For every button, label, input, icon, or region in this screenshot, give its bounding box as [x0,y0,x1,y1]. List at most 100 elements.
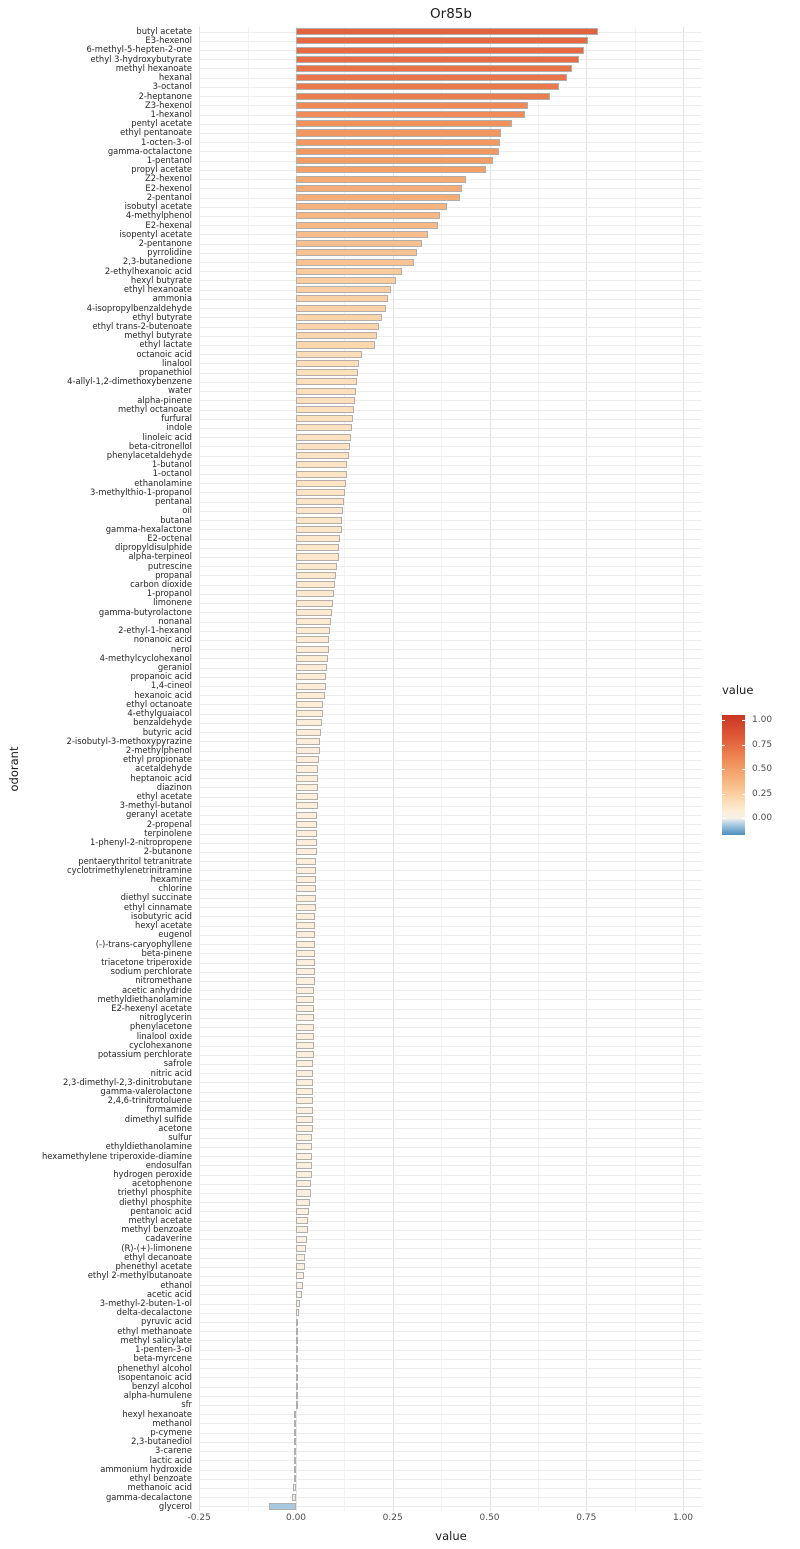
bar [293,1429,296,1437]
category-label: formamide [146,1104,192,1115]
row-gridline [200,1275,702,1277]
row-gridline [200,1432,702,1434]
bar [293,1456,296,1464]
bar [295,313,382,321]
category-label: delta-decalactone [116,1307,192,1318]
bar [295,627,331,635]
bar [295,1171,312,1179]
category-label: hexanoic acid [134,689,192,700]
bar [295,230,428,238]
row-gridline [200,907,702,909]
bar [295,83,560,91]
category-label: ethanolamine [134,477,192,488]
legend-tick-label: 0.50 [752,764,773,775]
legend-tick-label: 0.25 [752,788,773,799]
category-label: nonanoic acid [133,634,192,645]
row-gridline [200,686,702,688]
category-label: phenylacetone [129,1021,192,1032]
category-label: 4-methylphenol [125,210,192,221]
plot-panel [199,27,702,1511]
row-gridline [200,962,702,964]
category-label: acetaldehyde [135,763,192,774]
bar [295,894,316,902]
bar [295,1207,310,1215]
category-label: geranyl acetate [125,809,192,820]
row-gridline [200,704,702,706]
row-gridline [200,427,702,429]
category-label: butanal [160,514,192,525]
row-gridline [200,262,702,264]
category-label: 2,3-butanediol [131,1436,192,1447]
bar [293,1466,296,1474]
row-gridline [200,667,702,669]
category-label: methyl octanoate [118,403,192,414]
bar [295,74,567,82]
category-label: 2-heptanone [138,90,192,101]
row-gridline [200,308,702,310]
legend-tick-mark [722,744,725,746]
bar [295,654,328,662]
bar [295,1069,314,1077]
row-gridline [200,215,702,217]
category-label: 1-octen-3-ol [141,136,192,147]
category-label: ethyl acetate [136,791,192,802]
x-tick-label: 0.25 [382,1513,403,1523]
category-label: 1-hexanol [150,108,192,119]
bar [268,1502,296,1510]
bar [295,479,347,487]
bar [295,968,315,976]
category-label: 3-octanol [152,81,192,92]
category-label: dimethyl sulfide [124,1113,192,1124]
bar [295,811,318,819]
row-gridline [200,225,702,227]
row-gridline [200,1405,702,1406]
legend-tick-label: 0.75 [752,739,773,750]
category-label: 4-methylcyclohexanol [99,652,192,663]
category-label: gamma-decalactone [105,1491,192,1502]
row-gridline [200,1368,702,1370]
bar [295,194,461,202]
category-label: 2-isobutyl-3-methoxypyrazine [66,735,192,746]
bar [295,378,358,386]
bar [295,1143,313,1151]
category-label: 2-pentanol [146,191,192,202]
bar [295,55,579,63]
category-label: glycerol [158,1500,192,1511]
x-tick-label: 0.00 [285,1513,307,1523]
row-gridline [200,861,702,863]
category-label: sulfur [168,1132,192,1143]
row-gridline [200,612,702,614]
x-axis-tick-labels: -0.25 0.00 0.25 0.50 0.75 1.00 [188,1513,702,1527]
category-label: chlorine [158,883,192,894]
row-gridline [200,1257,702,1259]
category-label: propyl acetate [131,164,192,175]
bar [293,1410,296,1418]
bar [295,516,343,524]
row-gridline [200,464,702,466]
bar [295,442,350,450]
row-gridline [200,1165,702,1167]
category-label: heptanoic acid [130,772,192,783]
category-label: nitric acid [150,1067,192,1078]
row-gridline [200,1156,702,1158]
bar [295,286,391,294]
bar [295,304,386,312]
bar [295,922,316,930]
legend-title: value [722,683,754,697]
bar [295,1005,315,1013]
row-gridline [200,1220,702,1222]
category-label: hexyl acetate [135,920,192,931]
row-gridline [200,1063,702,1065]
category-label: 2,4,6-trinitrotoluene [107,1095,192,1106]
bar [295,682,326,690]
bar [295,802,318,810]
category-label: safrole [163,1058,192,1069]
row-gridline [200,769,702,770]
bar [295,664,327,672]
row-gridline [200,1202,702,1204]
category-label: propanal [155,569,192,580]
category-label: ethyl pentanoate [120,127,192,138]
row-gridline [200,289,702,291]
bar [295,37,589,45]
row-gridline [200,676,702,678]
